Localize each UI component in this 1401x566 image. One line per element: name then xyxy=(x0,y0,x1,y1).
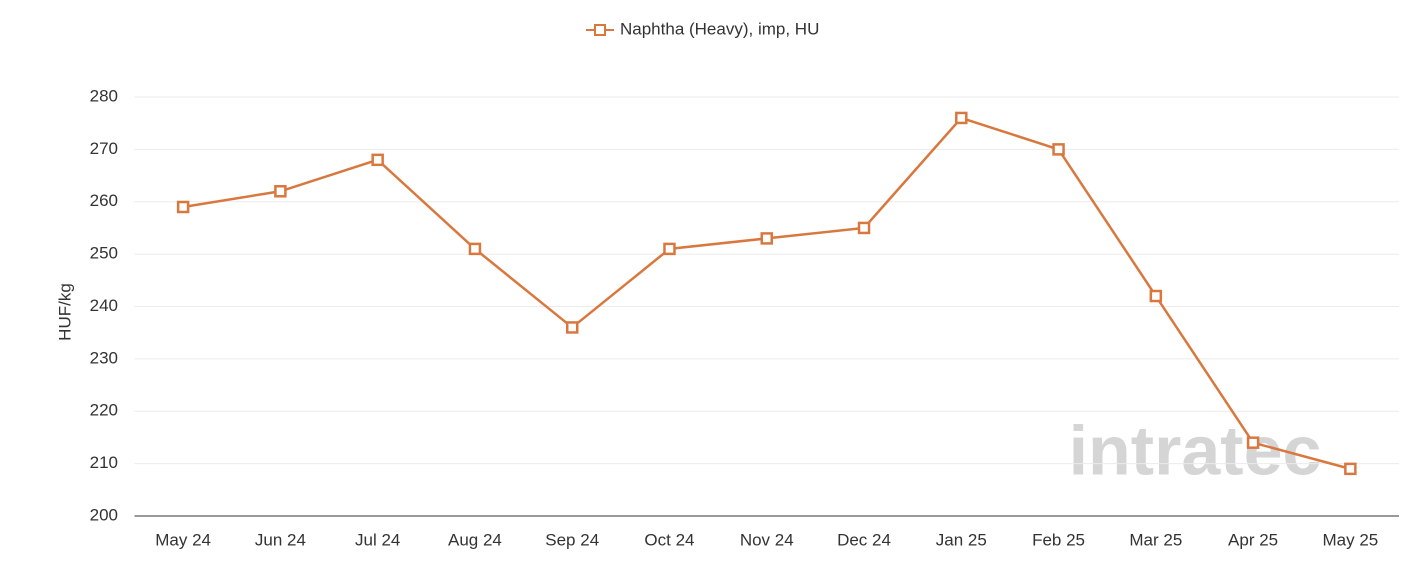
marker xyxy=(1052,143,1065,156)
marker xyxy=(760,232,773,245)
legend-label: Naphtha (Heavy), imp, HU xyxy=(620,19,819,38)
y-tick-label: 260 xyxy=(90,191,118,210)
x-tick-label: May 24 xyxy=(155,530,211,549)
marker xyxy=(1149,289,1163,303)
x-tick-label: Oct 24 xyxy=(644,530,694,549)
y-tick-label: 220 xyxy=(90,401,118,420)
y-tick-label: 240 xyxy=(90,296,118,315)
marker xyxy=(371,153,384,167)
y-tick-label: 230 xyxy=(90,348,118,367)
y-tick-label: 280 xyxy=(90,86,118,105)
marker xyxy=(1344,462,1357,476)
y-tick-label: 250 xyxy=(90,244,118,263)
y-tick-label: 270 xyxy=(90,139,118,158)
marker xyxy=(955,111,968,125)
x-tick-label: Apr 25 xyxy=(1228,530,1278,549)
x-tick-label: Aug 24 xyxy=(448,530,502,549)
x-tick-label: Mar 25 xyxy=(1129,530,1182,549)
marker xyxy=(663,242,676,256)
x-tick-label: Jun 24 xyxy=(255,530,306,549)
marker xyxy=(176,200,190,214)
y-axis-label: HUF/kg xyxy=(55,283,74,341)
x-tick-label: May 25 xyxy=(1322,530,1378,549)
marker xyxy=(274,185,287,198)
x-tick-label: Jan 25 xyxy=(936,530,987,549)
legend-marker xyxy=(594,24,606,36)
y-tick-label: 210 xyxy=(90,453,118,472)
marker xyxy=(1246,436,1260,449)
marker xyxy=(857,221,871,235)
x-tick-label: Feb 25 xyxy=(1032,530,1085,549)
marker xyxy=(565,321,579,334)
x-tick-label: Jul 24 xyxy=(355,530,400,549)
y-tick-label: 200 xyxy=(90,505,118,524)
x-tick-label: Dec 24 xyxy=(837,530,891,549)
marker xyxy=(468,242,482,256)
x-tick-label: Sep 24 xyxy=(545,530,599,549)
x-tick-label: Nov 24 xyxy=(740,530,794,549)
